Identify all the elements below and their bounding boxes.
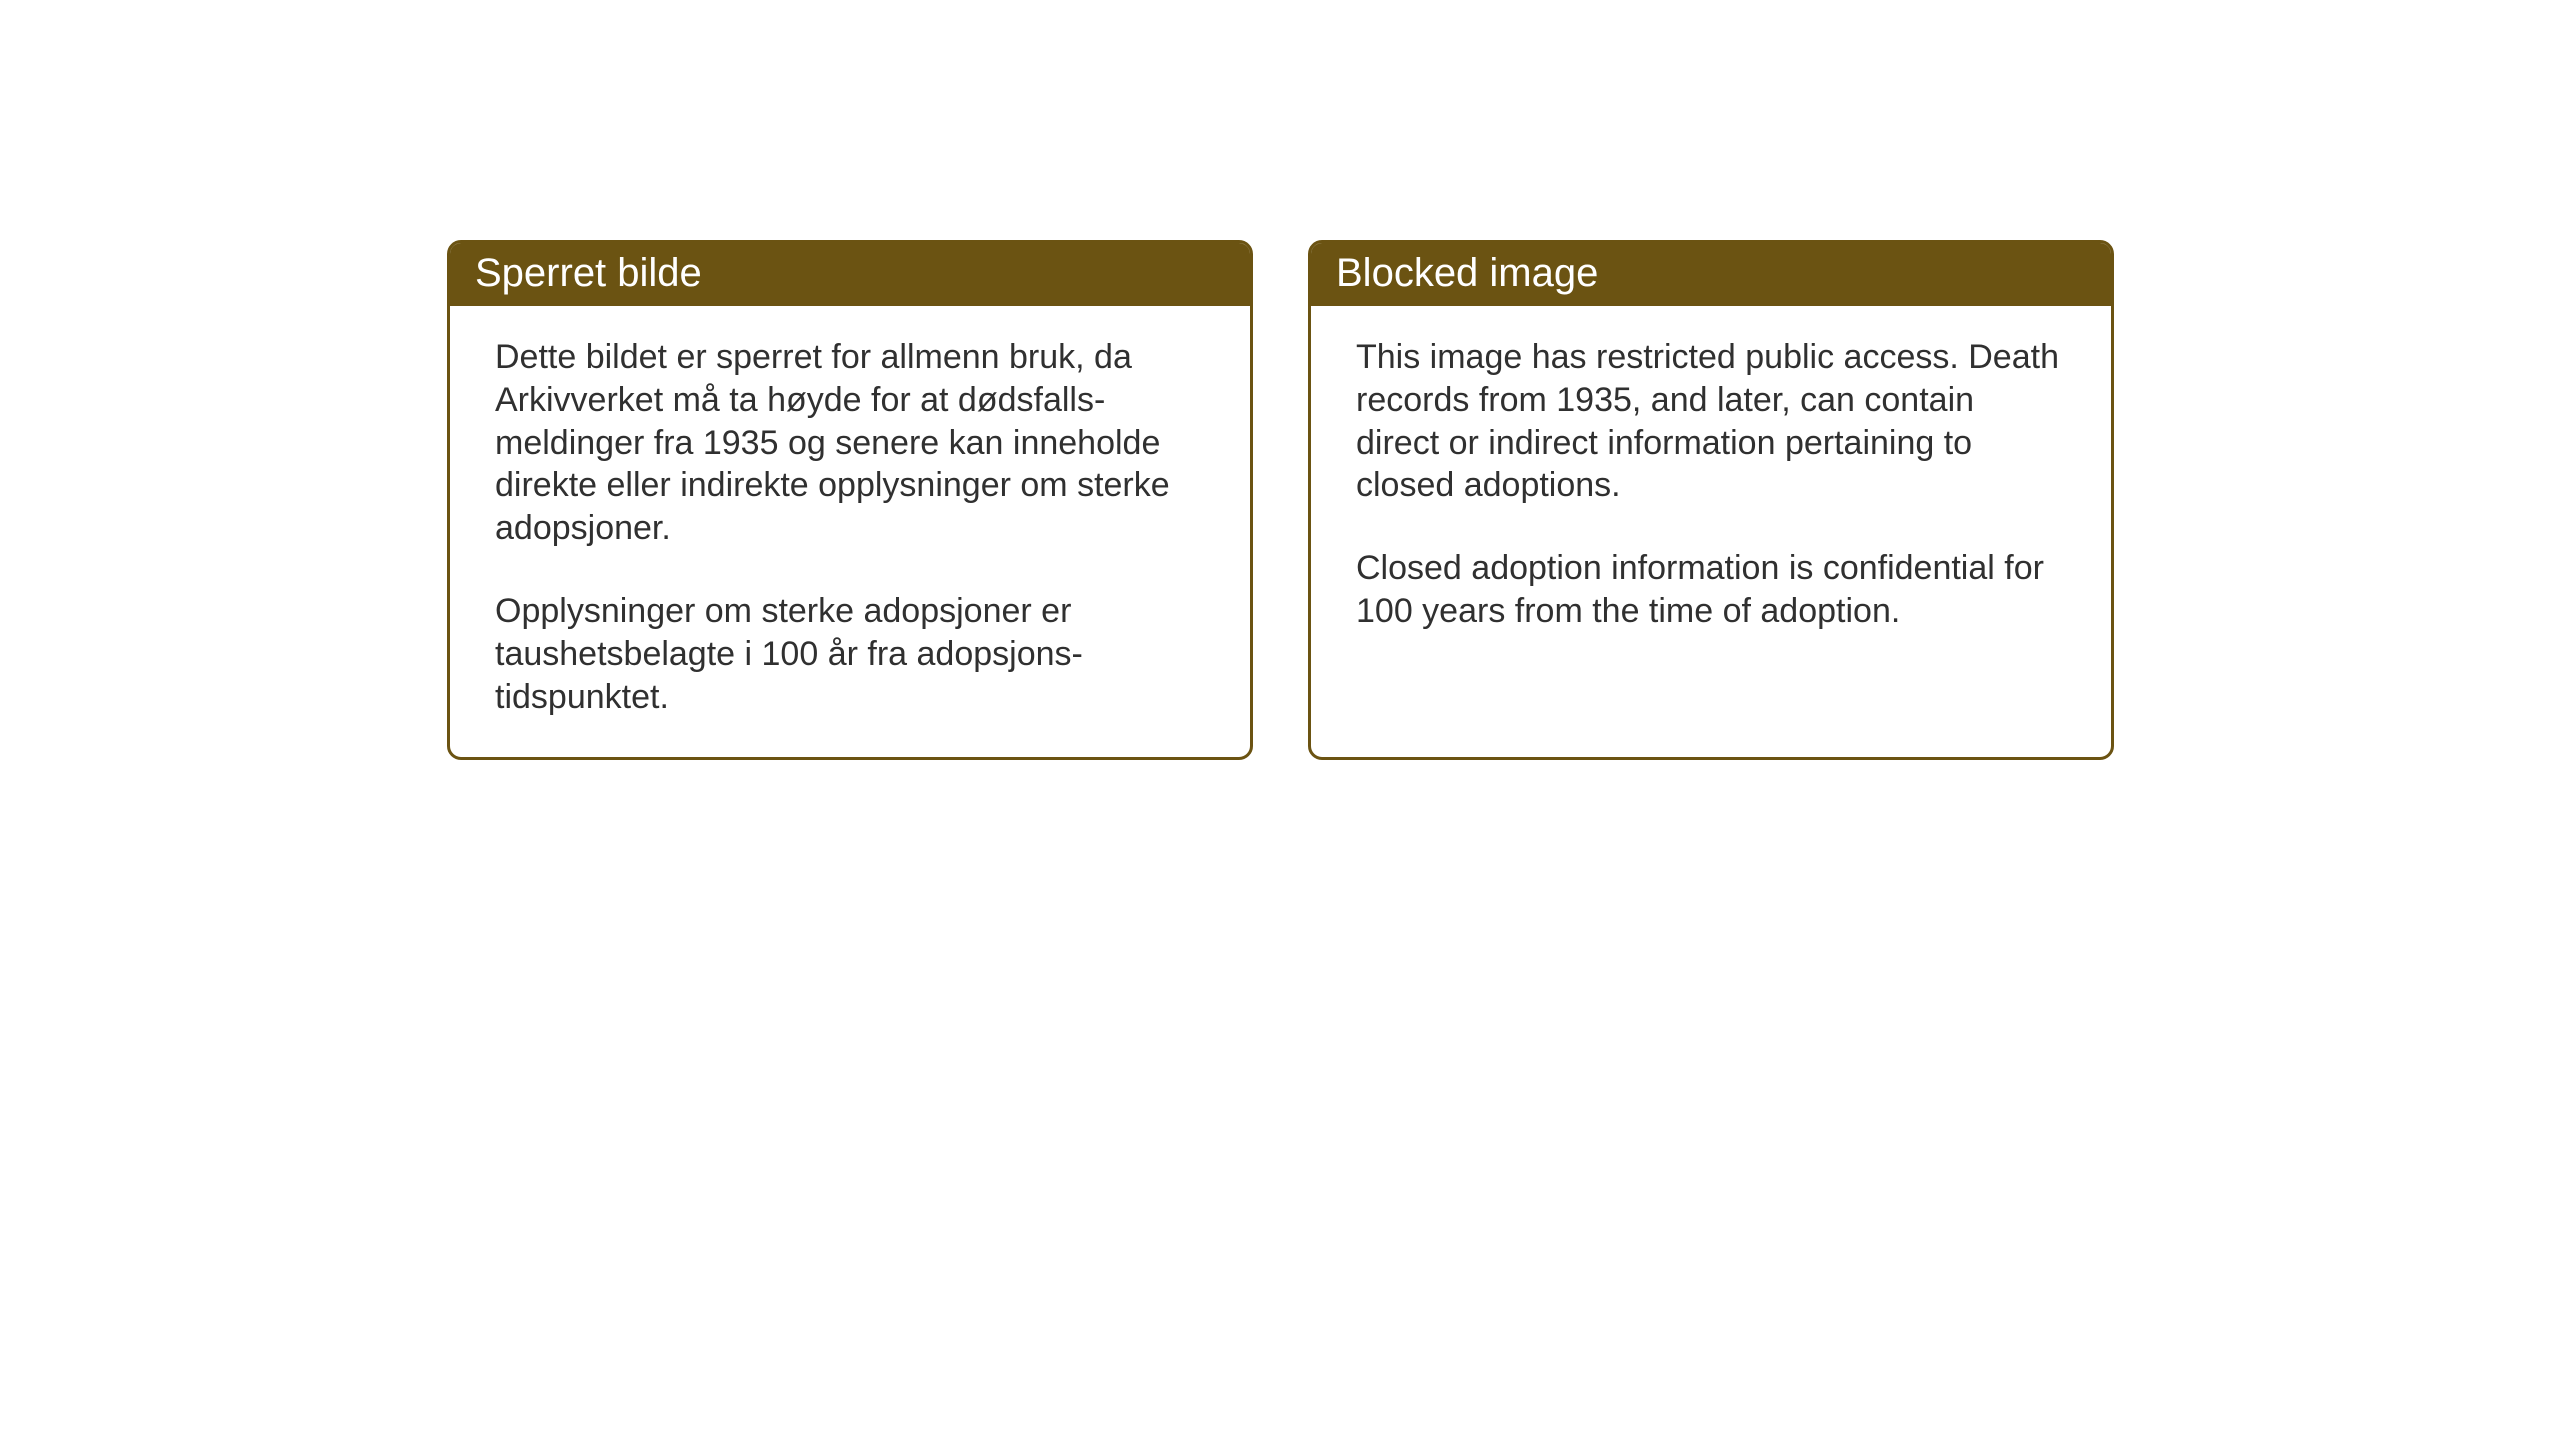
notice-paragraph-2-norwegian: Opplysninger om sterke adopsjoner er tau…: [495, 590, 1205, 718]
notice-card-english: Blocked image This image has restricted …: [1308, 240, 2114, 760]
notice-paragraph-2-english: Closed adoption information is confident…: [1356, 547, 2066, 633]
notice-title-english: Blocked image: [1311, 243, 2111, 306]
notice-paragraph-1-norwegian: Dette bildet er sperret for allmenn bruk…: [495, 336, 1205, 550]
notice-paragraph-1-english: This image has restricted public access.…: [1356, 336, 2066, 507]
notice-card-norwegian: Sperret bilde Dette bildet er sperret fo…: [447, 240, 1253, 760]
notice-title-norwegian: Sperret bilde: [450, 243, 1250, 306]
notice-body-norwegian: Dette bildet er sperret for allmenn bruk…: [450, 306, 1250, 757]
notice-body-english: This image has restricted public access.…: [1311, 306, 2111, 696]
notice-container: Sperret bilde Dette bildet er sperret fo…: [0, 0, 2560, 760]
